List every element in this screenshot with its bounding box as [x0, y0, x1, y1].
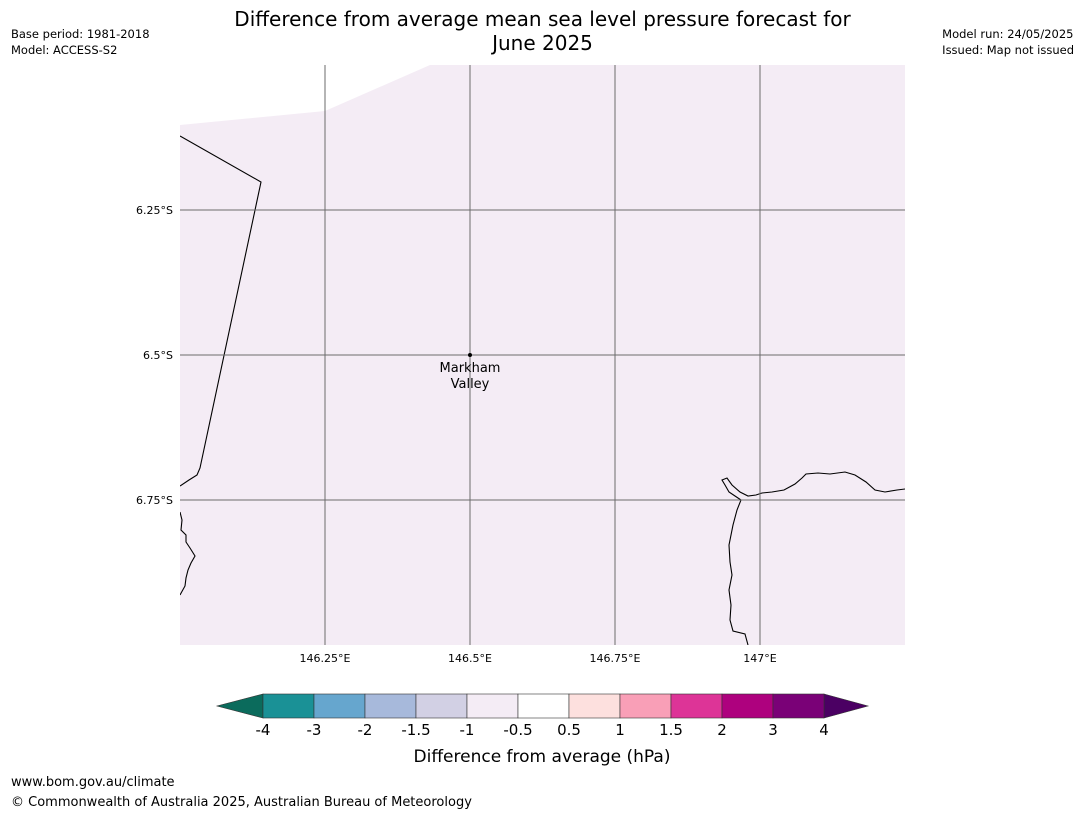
colorbar-segment — [364, 693, 417, 719]
place-label-line-2: Valley — [451, 377, 490, 392]
colorbar-tick-label: -1 — [460, 721, 475, 739]
base-period-text: Base period: 1981-2018 — [11, 27, 150, 41]
colorbar-segment — [772, 693, 825, 719]
colorbar-label: Difference from average (hPa) — [414, 747, 671, 767]
footer-url: www.bom.gov.au/climate — [11, 775, 175, 790]
lat-tick-label: 6.5°S — [143, 349, 173, 362]
lon-tick-label: 146.25°E — [300, 652, 351, 665]
colorbar-segment — [313, 693, 366, 719]
lat-tick-label: 6.25°S — [136, 204, 173, 217]
map-area: Markham Valley — [180, 65, 905, 645]
colorbar: -4 -3 -2 -1.5 -1 -0.5 0.5 1 1.5 2 3 4 — [215, 693, 870, 739]
colorbar-segment — [670, 693, 723, 719]
title-line-2: June 2025 — [492, 31, 593, 55]
axis-labels: 146.25°E 146.5°E 146.75°E 147°E 6.25°S 6.5°S 6… — [136, 204, 777, 665]
metadata-left: Base period: 1981-2018 Model: ACCESS-S2 — [11, 26, 150, 58]
lon-tick-label: 146.75°E — [590, 652, 641, 665]
title-line-1: Difference from average mean sea level p… — [234, 7, 851, 31]
lon-tick-label: 146.5°E — [448, 652, 492, 665]
border-line — [180, 135, 262, 487]
colorbar-segment — [262, 693, 315, 719]
colorbar-tick-label: -4 — [256, 721, 271, 739]
footer-copyright: © Commonwealth of Australia 2025, Austra… — [11, 795, 472, 810]
model-text: Model: ACCESS-S2 — [11, 43, 118, 57]
colorbar-tick-label: 2 — [717, 721, 727, 739]
lon-tick-label: 147°E — [743, 652, 776, 665]
colorbar-tick-label: -2 — [358, 721, 373, 739]
place-marker — [468, 353, 472, 357]
colorbar-tick-label: 1 — [615, 721, 625, 739]
colorbar-tick-label: -0.5 — [503, 721, 532, 739]
place-label-line-1: Markham — [440, 361, 501, 376]
lat-tick-label: 6.75°S — [136, 494, 173, 507]
colorbar-segment — [517, 693, 570, 719]
metadata-right: Model run: 24/05/2025 Issued: Map not is… — [942, 26, 1074, 58]
colorbar-segment — [568, 693, 621, 719]
colorbar-segment — [415, 693, 468, 719]
coastline-east — [721, 471, 905, 645]
colorbar-segment — [619, 693, 672, 719]
model-run-text: Model run: 24/05/2025 — [942, 27, 1074, 41]
issued-text: Issued: Map not issued — [942, 43, 1074, 57]
colorbar-tick-label: -3 — [307, 721, 322, 739]
colorbar-extend-low — [215, 693, 264, 719]
colorbar-tick-label: -1.5 — [401, 721, 430, 739]
colorbar-segment — [466, 693, 519, 719]
coastline-west — [180, 511, 196, 596]
colorbar-tick-label: 3 — [768, 721, 778, 739]
colorbar-tick-label: 1.5 — [659, 721, 683, 739]
colorbar-tick-label: 4 — [819, 721, 829, 739]
colorbar-extend-high — [823, 693, 870, 719]
colorbar-segment — [721, 693, 774, 719]
map-title: Difference from average mean sea level p… — [0, 7, 1085, 55]
colorbar-tick-label: 0.5 — [557, 721, 581, 739]
